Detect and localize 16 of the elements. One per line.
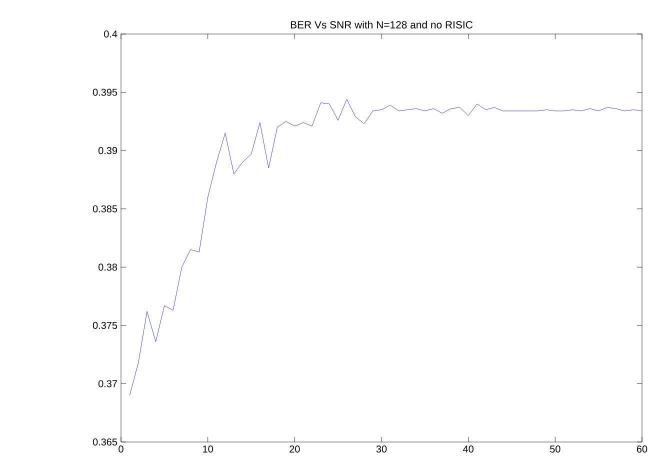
y-tick-label: 0.365 [92,438,118,446]
y-tick-label: 0.375 [92,322,118,329]
y-tick-label: 0.395 [92,88,118,96]
y-tick-label: 0.38 [98,264,118,271]
x-tick-label: 10 [203,446,213,453]
x-tick-label: 20 [290,446,300,453]
x-tick-label: 0 [118,446,124,453]
chart-title: BER Vs SNR with N=128 and no RISIC [290,20,472,29]
x-tick-label: 50 [550,446,560,453]
x-tick-label: 40 [463,446,474,453]
x-tick-label: 30 [376,446,387,453]
x-tick-label: 60 [636,446,648,453]
y-tick-label: 0.4 [104,30,118,38]
y-tick-label: 0.39 [98,147,118,154]
y-tick-label: 0.385 [92,205,118,212]
y-tick-label: 0.37 [98,380,117,388]
